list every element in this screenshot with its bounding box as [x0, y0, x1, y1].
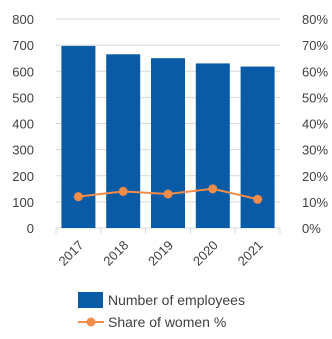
women-share-point	[118, 186, 128, 196]
y-right-tick-label: 50%	[302, 90, 328, 105]
y-right-tick-label: 20%	[302, 169, 328, 184]
y-right-tick-label: 0%	[302, 221, 321, 236]
legend-label-women-share: Share of women %	[108, 314, 227, 330]
y-left-tick-label: 200	[12, 169, 34, 184]
legend: Number of employees Share of women %	[78, 289, 318, 333]
y-left-tick-label: 300	[12, 143, 34, 158]
bar	[151, 58, 185, 228]
legend-swatch-women-share	[78, 317, 104, 327]
y-right-tick-label: 30%	[302, 143, 328, 158]
women-share-point	[208, 184, 218, 194]
x-tick-label: 2021	[235, 238, 266, 269]
y-right-tick-label: 80%	[302, 12, 328, 27]
bar	[195, 63, 230, 228]
y-left-tick-label: 600	[12, 64, 34, 79]
women-share-point	[253, 194, 263, 204]
legend-label-employees: Number of employees	[108, 292, 245, 308]
y-right-tick-label: 10%	[302, 195, 328, 210]
women-share-point	[163, 189, 173, 199]
legend-swatch-employees	[78, 292, 103, 308]
bar	[240, 66, 275, 228]
y-right-tick-label: 60%	[302, 64, 328, 79]
x-tick-label: 2017	[55, 238, 86, 269]
y-left-tick-label: 100	[12, 195, 34, 210]
y-left-tick-label: 0	[27, 221, 34, 236]
x-tick-label: 2018	[100, 238, 131, 269]
y-right-tick-label: 70%	[302, 38, 328, 53]
y-left-tick-label: 400	[12, 117, 34, 132]
legend-item-employees: Number of employees	[78, 289, 318, 311]
x-tick-label: 2020	[190, 238, 221, 269]
y-left-tick-label: 700	[12, 38, 34, 53]
legend-item-women-share: Share of women %	[78, 311, 318, 333]
bar	[106, 54, 141, 228]
chart-plot: 0 0% 100 10% 200 20% 300 30% 400 40% 500 50% 600 60% 7…	[12, 12, 328, 269]
women-share-point	[73, 192, 83, 202]
y-left-tick-label: 800	[12, 12, 34, 27]
x-tick-label: 2019	[145, 238, 176, 269]
y-left-tick-label: 500	[12, 90, 34, 105]
y-right-tick-label: 40%	[302, 117, 328, 132]
